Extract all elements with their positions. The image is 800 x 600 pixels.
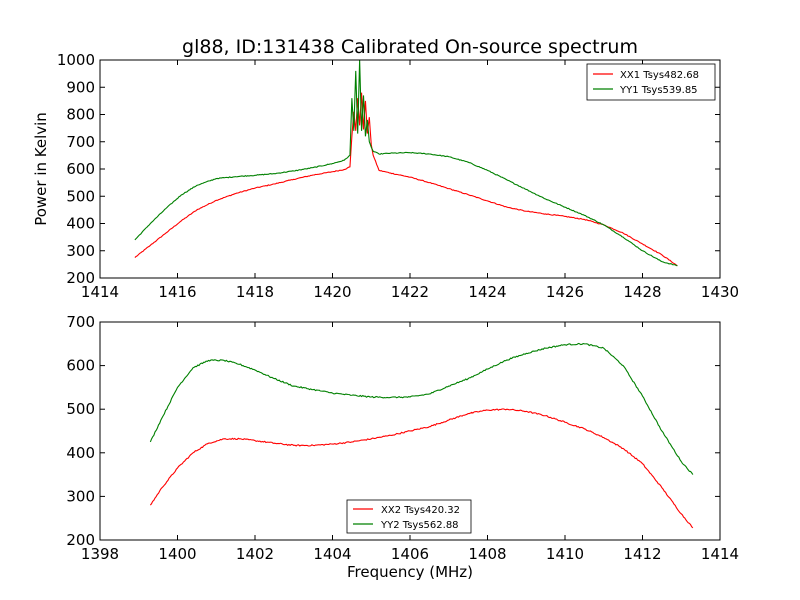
bottom-x-axis-label: Frequency (MHz) [347, 563, 473, 581]
bottom-x-tick-label: 1414 [701, 545, 739, 563]
top-legend: XX1 Tsys482.68 YY1 Tsys539.85 [586, 63, 716, 101]
bottom-x-tick-label: 1412 [623, 545, 661, 563]
bottom-x-tick-label: 1404 [313, 545, 351, 563]
bottom-x-tick-label: 1402 [236, 545, 274, 563]
top-x-tick-label: 1422 [391, 283, 429, 301]
top-y-tick-label: 800 [66, 106, 95, 124]
bottom-axis-ticks: 1398 1400 1402 1404 1406 1408 1410 1412 1414 200 3… [66, 313, 739, 563]
top-x-tick-label: 1420 [313, 283, 351, 301]
bottom-x-tick-label: 1400 [158, 545, 196, 563]
top-series-line-2 [134, 60, 678, 267]
bottom-legend-label-xx2: XX2 Tsys420.32 [381, 505, 460, 516]
top-series-lines [134, 60, 678, 267]
top-x-tick-label: 1426 [546, 283, 584, 301]
top-y-tick-label: 300 [66, 242, 95, 260]
bottom-legend-label-yy2: YY2 Tsys562.88 [380, 520, 459, 531]
bottom-series-line-2 [149, 342, 694, 475]
bottom-y-tick-label: 700 [66, 313, 95, 331]
top-legend-label-yy1: YY1 Tsys539.85 [619, 85, 698, 96]
top-panel: 1414 1416 1418 1420 1422 1424 1426 1428 1430 200 3… [32, 51, 739, 301]
bottom-x-tick-label: 1408 [468, 545, 506, 563]
bottom-x-tick-label: 1398 [81, 545, 119, 563]
bottom-x-tick-label: 1410 [546, 545, 584, 563]
bottom-y-tick-label: 400 [66, 444, 95, 462]
bottom-series-line-1 [149, 408, 694, 529]
bottom-y-tick-label: 600 [66, 357, 95, 375]
top-y-tick-label: 500 [66, 187, 95, 205]
top-y-tick-label: 400 [66, 215, 95, 233]
top-x-tick-label: 1418 [236, 283, 274, 301]
top-x-tick-label: 1416 [158, 283, 196, 301]
bottom-legend: XX2 Tsys420.32 YY2 Tsys562.88 [346, 499, 472, 534]
top-x-tick-label: 1414 [81, 283, 119, 301]
bottom-series-lines [149, 342, 694, 529]
top-y-tick-label: 600 [66, 160, 95, 178]
bottom-y-tick-label: 300 [66, 487, 95, 505]
bottom-legend-box [346, 499, 472, 534]
top-legend-box [586, 63, 716, 101]
bottom-y-tick-label: 200 [66, 531, 95, 549]
bottom-y-tick-label: 500 [66, 400, 95, 418]
top-axis-ticks: 1414 1416 1418 1420 1422 1424 1426 1428 1430 200 3… [57, 51, 739, 301]
top-y-tick-label: 700 [66, 133, 95, 151]
top-legend-label-xx1: XX1 Tsys482.68 [620, 70, 699, 81]
top-y-axis-label: Power in Kelvin [32, 112, 50, 226]
top-y-tick-label: 1000 [57, 51, 95, 69]
top-y-tick-label: 900 [66, 78, 95, 96]
top-x-tick-label: 1430 [701, 283, 739, 301]
chart-title: gl88, ID:131438 Calibrated On-source spe… [182, 36, 638, 58]
bottom-panel: 1398 1400 1402 1404 1406 1408 1410 1412 1414 200 3… [66, 313, 739, 581]
top-series-line-1 [134, 92, 678, 267]
bottom-x-tick-label: 1406 [391, 545, 429, 563]
top-x-tick-label: 1424 [468, 283, 506, 301]
top-x-tick-label: 1428 [623, 283, 661, 301]
top-y-tick-label: 200 [66, 269, 95, 287]
